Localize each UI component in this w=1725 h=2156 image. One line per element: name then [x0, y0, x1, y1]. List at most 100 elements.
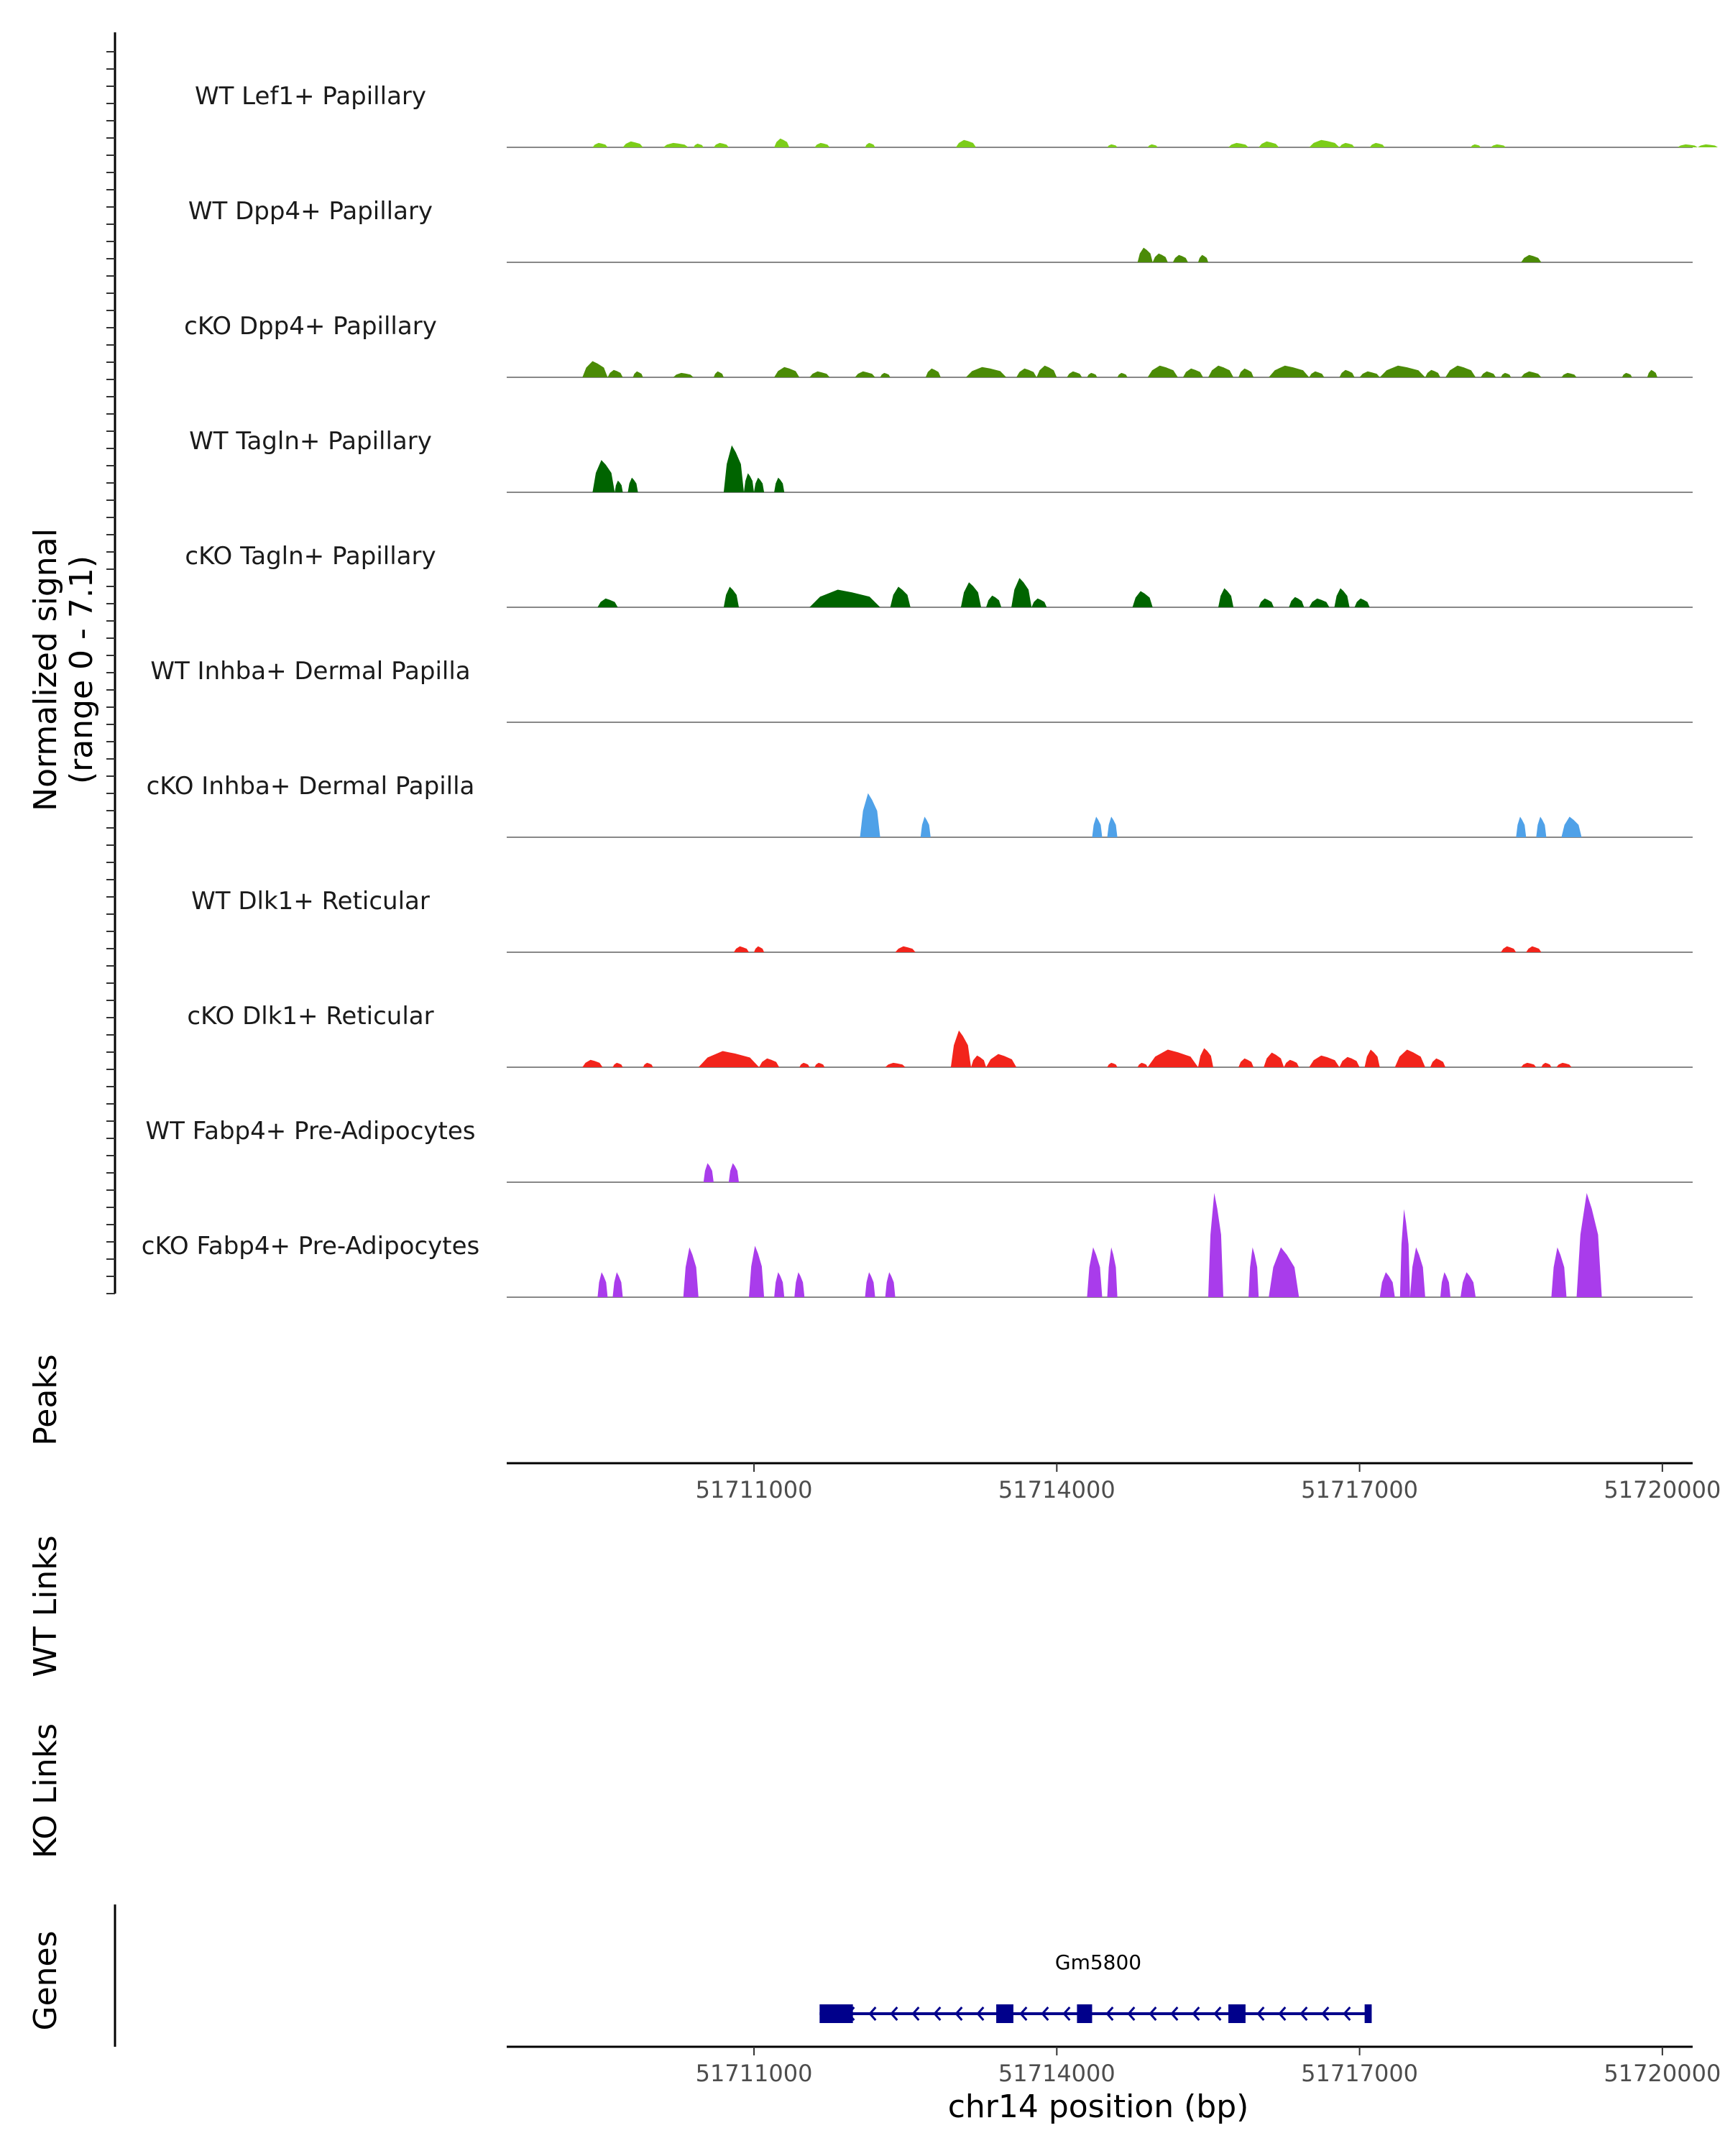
x-tick-label: 51711000	[696, 2060, 813, 2087]
gene-exon	[819, 2004, 853, 2023]
signal-peak	[1031, 598, 1047, 607]
signal-peak	[612, 1062, 623, 1067]
track-label: cKO Tagln+ Papillary	[185, 542, 436, 571]
strand-arrow	[1041, 2007, 1049, 2021]
signal-peak	[1269, 1247, 1300, 1297]
signal-peak	[1425, 369, 1440, 377]
strand-arrow	[1278, 2007, 1287, 2021]
signal-peak	[1481, 371, 1496, 377]
track-label: cKO Fabp4+ Pre-Adipocytes	[142, 1232, 480, 1261]
signal-peak	[960, 582, 981, 607]
strand-arrow	[1321, 2007, 1330, 2021]
x-axis-title: chr14 position (bp)	[948, 2088, 1249, 2125]
signal-peak	[1359, 371, 1380, 377]
signal-peak	[925, 368, 941, 377]
signal-peak	[582, 361, 608, 377]
signal-peak	[774, 1272, 785, 1297]
signal-peak	[1369, 142, 1385, 147]
signal-peak	[673, 372, 694, 377]
signal-peak	[1087, 372, 1098, 377]
signal-peak	[622, 141, 643, 147]
x-tick-label: 51720000	[1604, 1476, 1721, 1503]
track: WT Dlk1+ Reticular	[191, 887, 1693, 953]
strand-arrow	[890, 2007, 898, 2021]
signal-peak	[1107, 1247, 1118, 1297]
signal-peak	[1460, 1272, 1476, 1297]
signal-peak	[774, 477, 785, 492]
x-tick-label: 51717000	[1301, 2060, 1418, 2087]
signal-peak	[1208, 365, 1234, 377]
signal-peak	[713, 371, 724, 377]
signal-peak	[1339, 369, 1355, 377]
signal-peak	[1541, 1062, 1552, 1067]
signal-peak	[986, 1054, 1017, 1067]
signal-peak	[1218, 588, 1234, 607]
gene-exon	[1077, 2004, 1092, 2023]
strand-arrow	[1105, 2007, 1114, 2021]
signal-peak	[1354, 598, 1370, 607]
track-label: WT Inhba+ Dermal Papilla	[150, 657, 470, 686]
signal-peak	[1228, 142, 1249, 147]
strand-arrow	[911, 2007, 920, 2021]
signal-peak	[1521, 254, 1542, 262]
track: cKO Dpp4+ Papillary	[184, 312, 1693, 378]
signal-peak	[1067, 371, 1082, 377]
signal-peak	[1440, 1272, 1450, 1297]
strand-arrow	[1343, 2007, 1351, 2021]
x-tick-label: 51717000	[1301, 1476, 1418, 1503]
signal-peak	[592, 142, 608, 147]
signal-peak	[582, 1059, 603, 1067]
signal-peak	[1087, 1247, 1103, 1297]
strand-arrow	[933, 2007, 942, 2021]
signal-peak	[1117, 372, 1128, 377]
signal-peak	[1289, 596, 1305, 607]
signal-peak	[1430, 1058, 1445, 1067]
signal-peak	[1208, 1193, 1223, 1297]
strand-arrow	[1192, 2007, 1200, 2021]
signal-peak	[1526, 946, 1542, 952]
signal-peak	[1147, 1049, 1198, 1067]
track-label: cKO Dpp4+ Papillary	[184, 312, 437, 341]
signal-peak	[890, 586, 911, 607]
signal-peak	[1334, 588, 1350, 607]
signal-peak	[1409, 1247, 1425, 1297]
signal-peak	[1309, 598, 1330, 607]
signal-peak	[885, 1272, 896, 1297]
signal-peak	[860, 793, 880, 837]
track-label: WT Fabp4+ Pre-Adipocytes	[146, 1117, 476, 1146]
signal-peak	[1147, 144, 1158, 147]
signal-peak	[809, 371, 830, 377]
signal-peak	[754, 477, 765, 492]
track: WT Dpp4+ Papillary	[188, 197, 1693, 263]
track: WT Inhba+ Dermal Papilla	[150, 657, 1693, 723]
track-label: WT Dpp4+ Papillary	[188, 197, 433, 226]
signal-peak	[728, 1163, 739, 1182]
signal-peak	[1394, 1049, 1425, 1067]
signal-peak	[1491, 144, 1506, 147]
signal-peak	[1561, 816, 1582, 837]
track-label: WT Dlk1+ Reticular	[191, 887, 430, 916]
signal-peak	[1107, 816, 1118, 837]
y-axis-ticks	[106, 51, 115, 1294]
peaks-x-axis-ticks: 51711000 51714000 51717000 51720000	[696, 1463, 1721, 1503]
signal-peak	[1238, 1058, 1254, 1067]
x-tick-label: 51714000	[998, 2060, 1116, 2087]
signal-peak	[683, 1247, 699, 1297]
strand-arrow	[1213, 2007, 1222, 2021]
strand-arrow	[868, 2007, 877, 2021]
gene-exon	[996, 2004, 1013, 2023]
y-axis-title: Normalized signal	[27, 528, 64, 811]
signal-peak	[1172, 254, 1188, 262]
signal-peak	[612, 1272, 623, 1297]
signal-peak	[965, 367, 1007, 377]
signal-peak	[703, 1163, 714, 1182]
signal-peak	[1399, 1209, 1410, 1297]
signal-peak	[643, 1062, 653, 1067]
signal-peak	[1379, 1272, 1395, 1297]
signal-peak	[774, 138, 790, 147]
signal-peak	[920, 816, 931, 837]
gene-exon	[1228, 2004, 1246, 2023]
signal-peak	[713, 142, 729, 147]
ko-links-label: KO Links	[27, 1723, 64, 1858]
signal-peak	[734, 946, 749, 952]
